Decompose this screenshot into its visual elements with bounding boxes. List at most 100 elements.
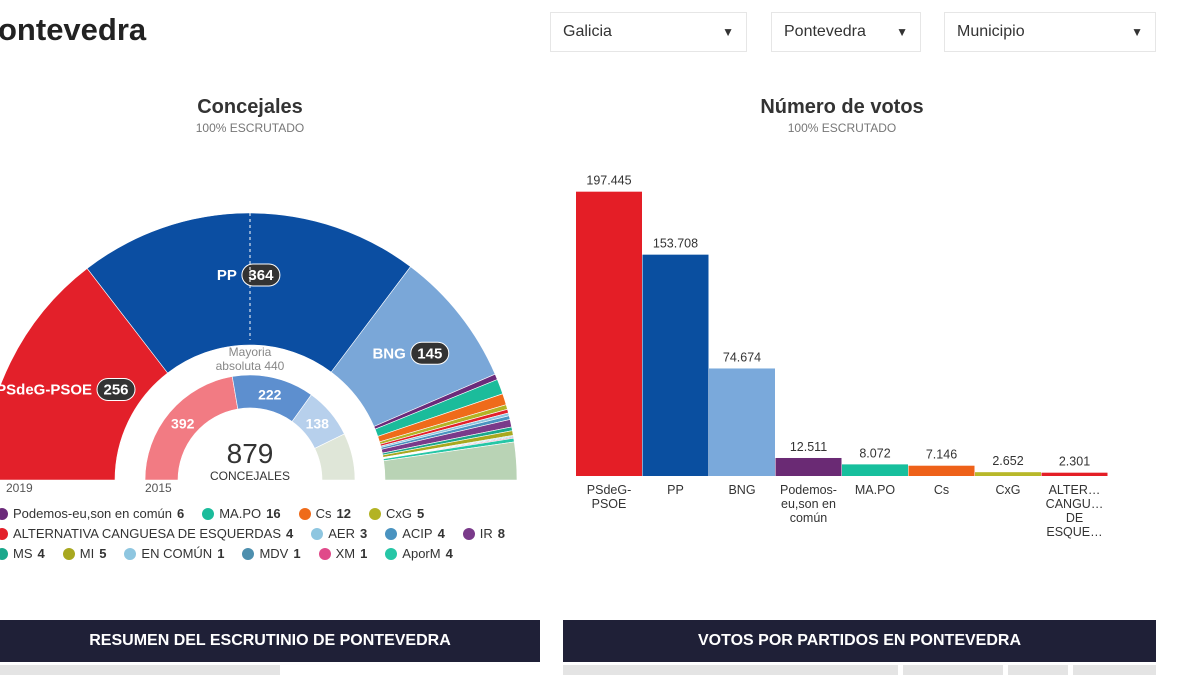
legend-value: 4 <box>286 526 294 541</box>
bar <box>908 465 975 476</box>
category-label: ALTER… CANGU… DE ESQUE… <box>1045 483 1104 539</box>
legend-value: 4 <box>37 546 45 561</box>
legend-name: CxG <box>385 506 412 521</box>
arrow: ▼ <box>1131 25 1143 39</box>
category-label: Podemos-eu,son en común <box>780 483 837 525</box>
legend-value: 12 <box>336 506 351 521</box>
total-label: CONCEJALES <box>210 469 290 483</box>
legend-item: ALTERNATIVA CANGUESA DE ESQUERDAS 4 <box>0 526 293 541</box>
legend-swatch <box>0 527 8 540</box>
seat-segment <box>86 212 411 374</box>
bar <box>842 464 908 476</box>
bar <box>576 191 642 476</box>
legend-name: MI <box>79 546 95 561</box>
seat-count: 145 <box>417 345 442 362</box>
table-header <box>563 665 898 675</box>
municipality-select[interactable]: Municipio ▼ <box>944 12 1156 52</box>
year-label: 2015 <box>145 481 172 495</box>
legend-value: 3 <box>359 526 368 541</box>
table-header <box>903 665 1003 675</box>
table-header <box>1008 665 1068 675</box>
seat-count-2015: 392 <box>171 415 195 431</box>
legend-swatch <box>0 547 8 560</box>
value-label: 74.674 <box>723 350 761 364</box>
value-label: 2.652 <box>992 454 1023 468</box>
legend-name: AER <box>328 526 355 541</box>
legend-item: AER 3 <box>311 526 367 541</box>
select-text: Municipio <box>957 23 1025 40</box>
table-header <box>0 665 280 675</box>
bar <box>1041 472 1108 476</box>
legend-name: AporM <box>402 546 441 561</box>
party-name: PP <box>217 267 237 284</box>
bar <box>975 472 1041 476</box>
legend-swatch <box>202 507 215 520</box>
legend-item: CxG 5 <box>368 506 425 521</box>
legend-item: Cs 12 <box>298 506 351 521</box>
legend-name: MS <box>13 546 33 561</box>
legend-item: AporM 4 <box>385 546 453 561</box>
legend-swatch <box>385 527 398 540</box>
legend-item: ACIP 4 <box>385 526 445 541</box>
legend-value: 1 <box>217 546 225 561</box>
value-label: 153.708 <box>653 237 698 251</box>
legend-value: 8 <box>497 526 506 541</box>
legend-item: MA.PO 16 <box>202 506 281 521</box>
legend-value: 16 <box>266 506 281 521</box>
remainder <box>314 433 356 481</box>
region-select[interactable]: Galicia ▼ <box>550 12 747 52</box>
legend-name: IR <box>479 526 493 541</box>
party-label: PSdeG-PSOE 256 <box>0 377 136 401</box>
legend-value: 4 <box>437 526 445 541</box>
value-label: 197.445 <box>586 174 631 188</box>
section-header: VOTOS POR PARTIDOS EN PONTEVEDRA <box>563 620 1156 662</box>
party-label: PP 364 <box>217 263 281 287</box>
legend-swatch <box>318 547 331 560</box>
party-name: BNG <box>372 345 405 362</box>
seat-count-2015: 222 <box>258 386 282 402</box>
legend-item: Podemos-eu,son en común 6 <box>0 506 184 521</box>
legend-item: MDV 1 <box>242 546 301 561</box>
page-title: ontevedra <box>0 12 147 47</box>
category-label: PP <box>667 483 684 497</box>
value-label: 12.511 <box>790 440 827 454</box>
legend-swatch <box>368 507 381 520</box>
legend-name: MA.PO <box>219 506 262 521</box>
party-label: BNG 145 <box>372 341 450 365</box>
table-header <box>1073 665 1156 675</box>
legend-swatch <box>462 527 475 540</box>
legend-value: 5 <box>416 506 425 521</box>
legend-value: 6 <box>176 506 185 521</box>
category-label: CxG <box>995 483 1021 497</box>
arrow: ▼ <box>896 25 908 39</box>
select-text: Pontevedra <box>784 23 866 40</box>
legend-item: EN COMÚN 1 <box>124 546 224 561</box>
category-label: MA.PO <box>854 483 896 497</box>
seat-segment <box>0 267 169 481</box>
year-label: 2019 <box>6 481 33 495</box>
category-label: Cs <box>933 483 950 497</box>
majority-label: absoluta 440 <box>216 359 285 373</box>
value-label: 8.072 <box>859 446 890 460</box>
remainder <box>383 441 518 481</box>
legend-name: EN COMÚN <box>141 546 213 561</box>
bar <box>642 254 709 476</box>
province-select[interactable]: Pontevedra ▼ <box>771 12 921 52</box>
chart-title: Número de votos <box>760 96 923 118</box>
bar <box>709 368 775 476</box>
legend-swatch <box>242 547 255 560</box>
legend-swatch <box>62 547 75 560</box>
legend: Podemos-eu,son en común 6 MA.PO 16 Cs 12 CxG 5 A… <box>0 506 516 561</box>
legend-swatch <box>311 527 324 540</box>
category-label: PSdeG-PSOE <box>586 483 632 511</box>
legend-name: ACIP <box>402 526 433 541</box>
legend-value: 4 <box>445 546 453 561</box>
legend-item: MS 4 <box>0 546 45 561</box>
chart-title: Concejales <box>197 96 303 118</box>
majority-label: Mayoria <box>229 345 272 359</box>
seat-badge <box>241 263 281 287</box>
select-text: Galicia <box>563 23 612 40</box>
total-seats: 879 <box>227 438 274 469</box>
